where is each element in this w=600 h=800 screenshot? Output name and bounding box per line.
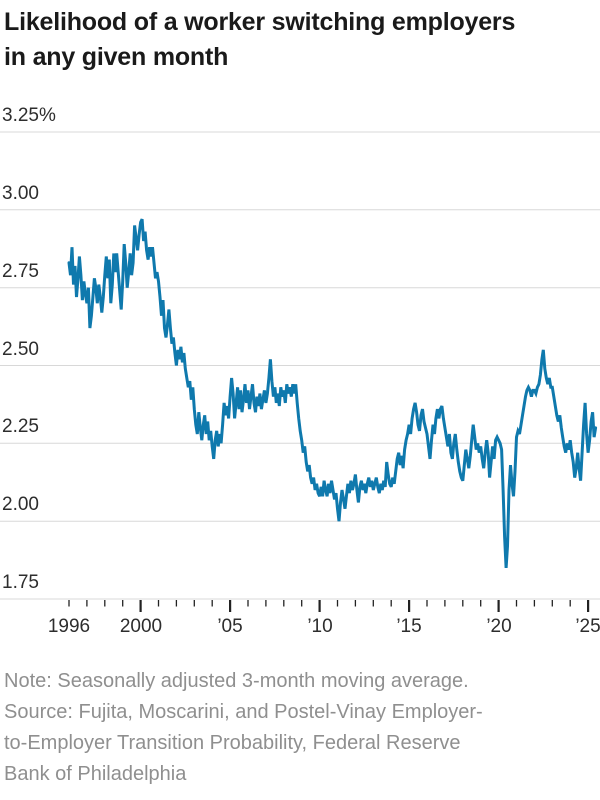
y-axis-label: 3.25%	[2, 105, 56, 126]
x-axis-label: 2000	[119, 616, 163, 637]
y-axis-label: 3.00	[2, 183, 39, 204]
chart-title: Likelihood of a worker switching employe…	[4, 5, 515, 75]
x-axis-label: ’25	[575, 616, 600, 637]
x-axis-label: ’15	[396, 616, 422, 637]
source-line: Source: Fujita, Moscarini, and Postel-Vi…	[4, 701, 483, 723]
y-axis-label: 2.25	[2, 416, 39, 437]
note-line: Note: Seasonally adjusted 3-month moving…	[4, 670, 469, 692]
source-line: Bank of Philadelphia	[4, 763, 187, 785]
chart-title-line-1: Likelihood of a worker switching employe…	[4, 8, 516, 36]
source-line: to-Employer Transition Probability, Fede…	[4, 732, 461, 754]
data-line	[67, 218, 598, 568]
x-axis-label: ’10	[307, 616, 333, 637]
y-axis-label: 1.75	[2, 572, 39, 593]
x-axis-label: ’20	[486, 616, 512, 637]
y-axis-label: 2.50	[2, 339, 39, 360]
y-axis-label: 2.00	[2, 494, 39, 515]
chart-title-line-2: in any given month	[4, 43, 229, 71]
y-axis-label: 2.75	[2, 261, 39, 282]
chart-footnote: Note: Seasonally adjusted 3-month moving…	[4, 666, 483, 790]
x-axis-label: 1996	[47, 616, 91, 637]
x-axis-label: ’05	[217, 616, 243, 637]
